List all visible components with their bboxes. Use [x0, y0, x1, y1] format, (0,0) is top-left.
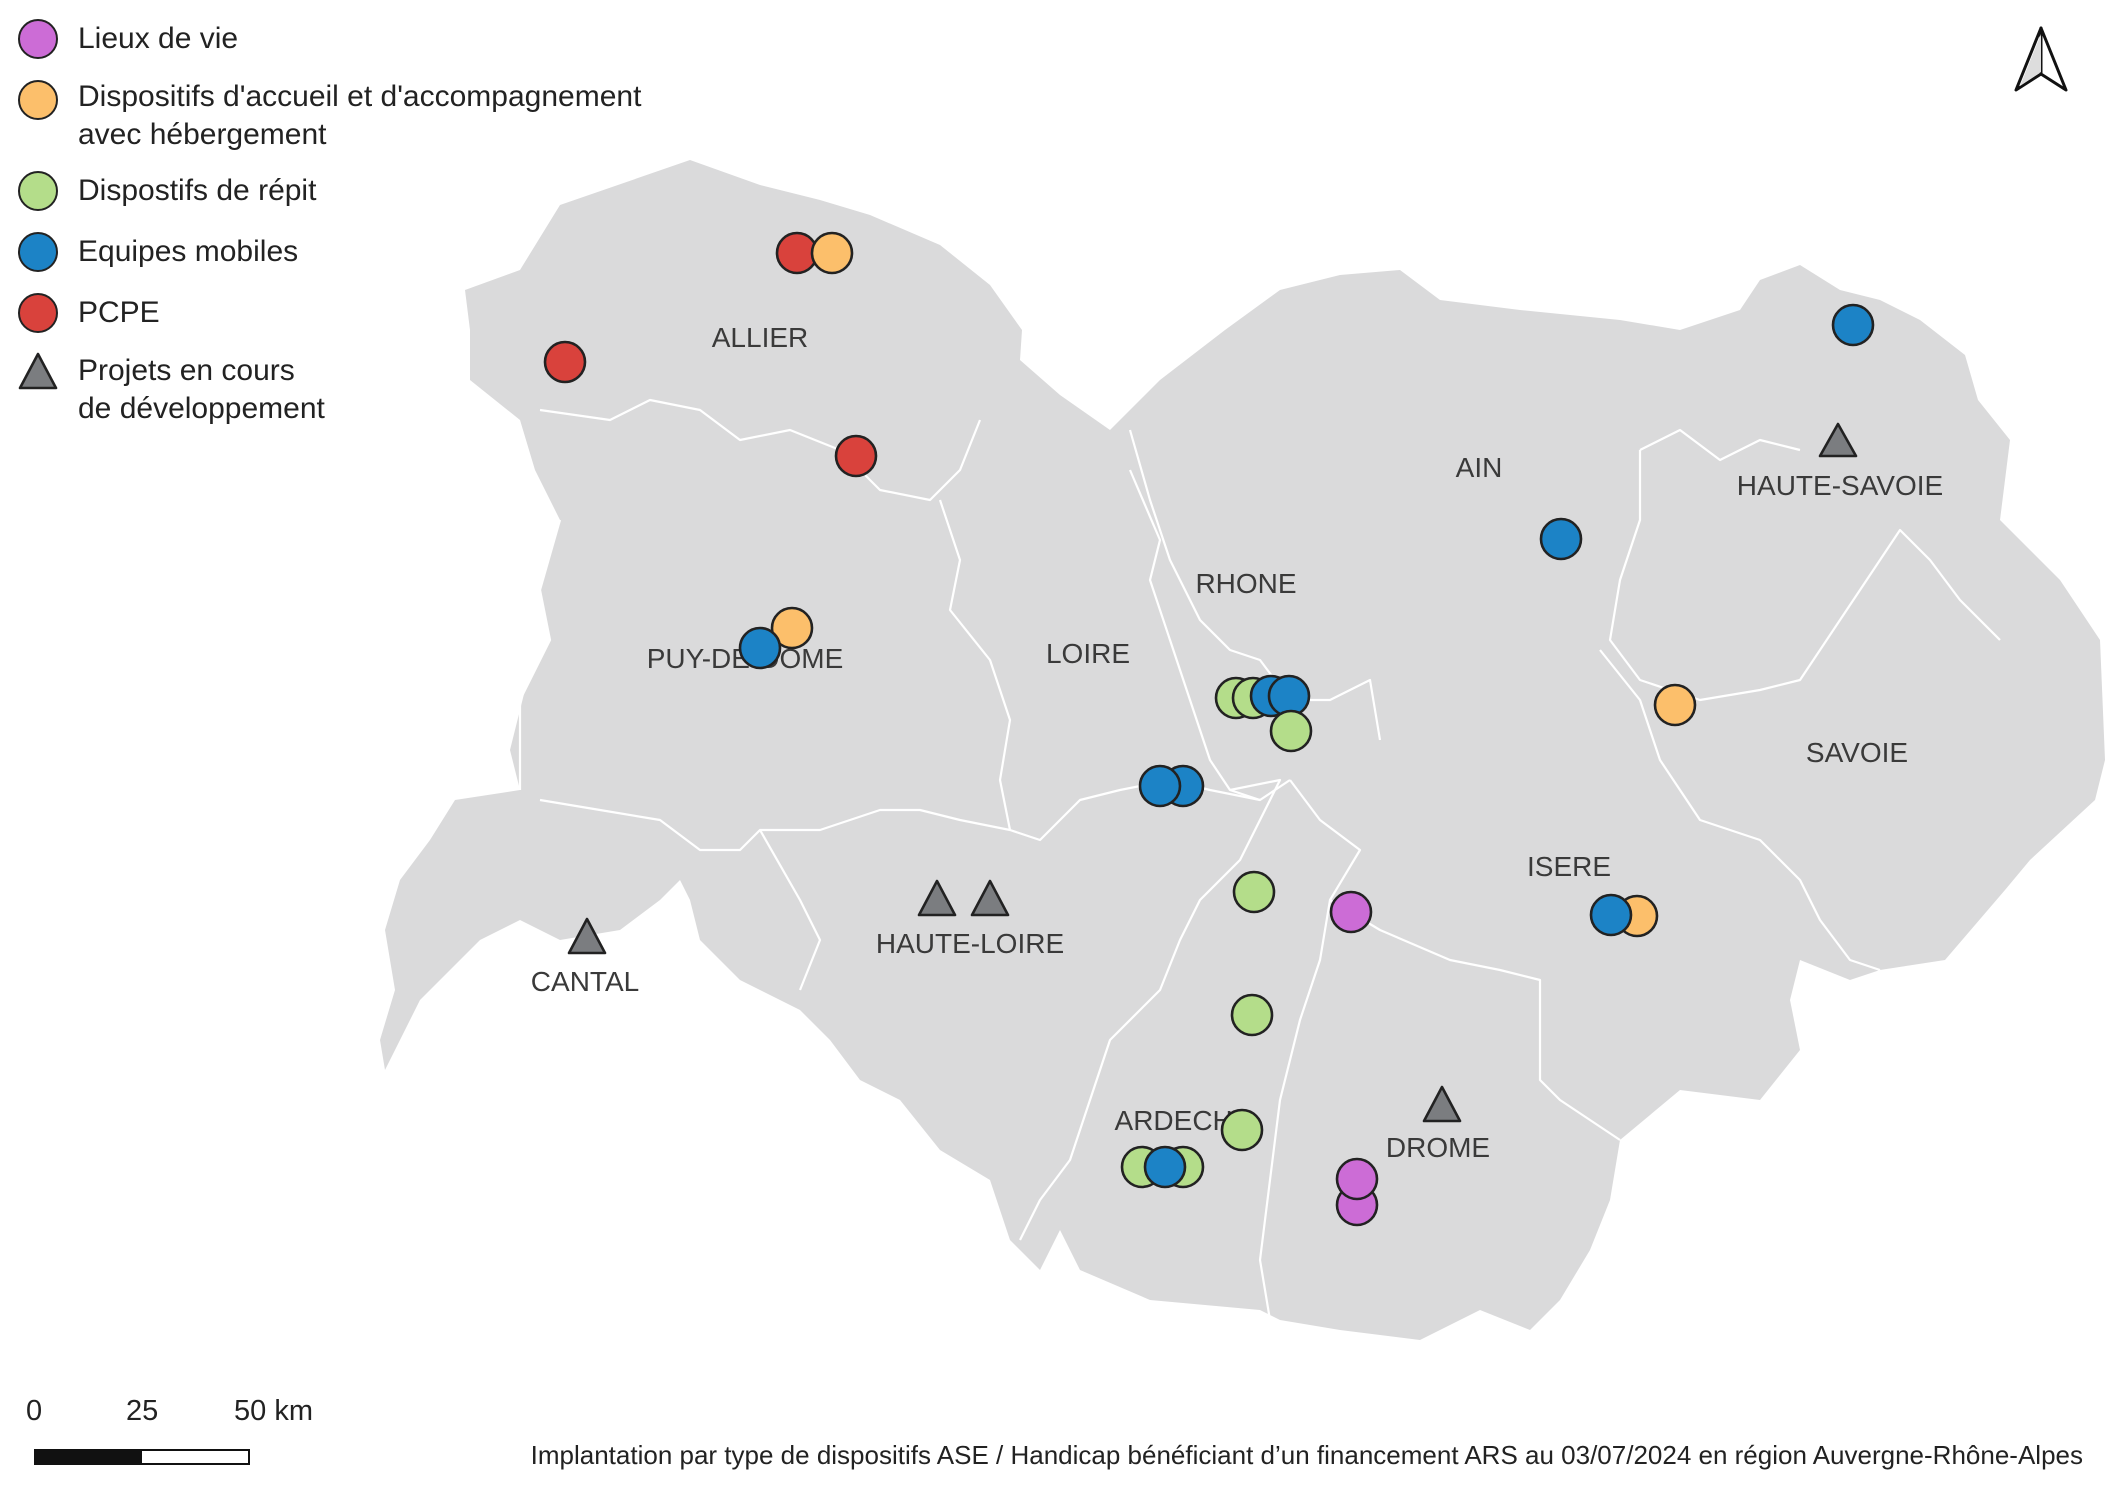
- legend-item-pcpe: PCPE: [16, 291, 716, 335]
- marker-repit: [1220, 1108, 1264, 1152]
- marker-repit: [1232, 870, 1276, 914]
- marker-projet: [917, 879, 957, 917]
- legend-label: Dispositifs d'accueil et d'accompagnemen…: [78, 80, 642, 151]
- triangle-icon: [16, 350, 60, 394]
- marker-accueil: [770, 606, 814, 650]
- marker-repit: [1269, 709, 1313, 753]
- dept-label-savoie: SAVOIE: [1806, 737, 1908, 768]
- marker-equipe-mobile: [1831, 303, 1875, 347]
- marker-projet: [1422, 1085, 1462, 1123]
- legend-label: Dispostifs de répit: [78, 174, 317, 207]
- circle-icon: [16, 78, 60, 122]
- dept-label-haute-loire: HAUTE-LOIRE: [876, 928, 1064, 959]
- legend-item-projets: Projets en cours de développement: [16, 352, 716, 428]
- legend-item-repit: Dispostifs de répit: [16, 169, 716, 213]
- legend-item-lieux-de-vie: Lieux de vie: [16, 17, 716, 61]
- marker-projet: [567, 917, 607, 955]
- marker-projet: [1818, 422, 1858, 458]
- marker-pcpe: [543, 340, 587, 384]
- marker-lieu-de-vie: [1329, 890, 1373, 934]
- marker-equipe-mobile: [1143, 1145, 1187, 1189]
- north-arrow-icon: [2014, 26, 2068, 92]
- map-caption: Implantation par type de dispositifs ASE…: [530, 1440, 2083, 1470]
- dept-label-rhone: RHONE: [1195, 568, 1296, 599]
- marker-equipe-mobile: [1539, 517, 1583, 561]
- legend-item-equipes-mobiles: Equipes mobiles: [16, 230, 716, 274]
- dept-label-ain: AIN: [1456, 452, 1503, 483]
- dept-label-loire: LOIRE: [1046, 638, 1130, 669]
- scale-label-0: 0: [26, 1395, 43, 1427]
- dept-label-isere: ISERE: [1527, 851, 1611, 882]
- legend: Lieux de vie Dispositifs d'accueil et d'…: [16, 18, 716, 428]
- legend-label: Equipes mobiles: [78, 235, 299, 268]
- marker-lieu-de-vie: [1335, 1157, 1379, 1201]
- dept-label-allier: ALLIER: [712, 322, 809, 353]
- scale-bar: 0 25 50 km: [20, 1395, 340, 1475]
- scale-label-50: 50 km: [234, 1395, 313, 1427]
- circle-icon: [16, 169, 60, 213]
- marker-pcpe: [834, 434, 878, 478]
- scale-label-25: 25: [126, 1395, 159, 1427]
- marker-accueil: [1653, 683, 1697, 727]
- circle-icon: [16, 17, 60, 61]
- marker-equipe-mobile: [1138, 764, 1182, 808]
- scale-bar-graphic: [34, 1449, 250, 1465]
- dept-label-drome: DROME: [1386, 1132, 1490, 1163]
- legend-label: PCPE: [78, 296, 160, 329]
- legend-item-accueil: Dispositifs d'accueil et d'accompagnemen…: [16, 78, 716, 154]
- marker-projet: [970, 879, 1010, 917]
- department-borders: [518, 398, 2001, 1321]
- map-markers: [543, 231, 1875, 1227]
- dept-label-cantal: CANTAL: [531, 966, 639, 997]
- marker-equipe-mobile: [1589, 893, 1633, 937]
- legend-label: Lieux de vie: [78, 22, 239, 55]
- circle-icon: [16, 291, 60, 335]
- circle-icon: [16, 230, 60, 274]
- marker-equipe-mobile: [738, 626, 782, 670]
- region-outline: [380, 160, 2105, 1340]
- department-labels: ALLIER PUY-DE-DOME CANTAL HAUTE-LOIRE LO…: [531, 322, 1943, 1163]
- dept-label-haute-savoie: HAUTE-SAVOIE: [1737, 470, 1943, 501]
- marker-repit: [1230, 993, 1274, 1037]
- legend-label: Projets en cours de développement: [78, 354, 325, 425]
- marker-accueil: [810, 231, 854, 275]
